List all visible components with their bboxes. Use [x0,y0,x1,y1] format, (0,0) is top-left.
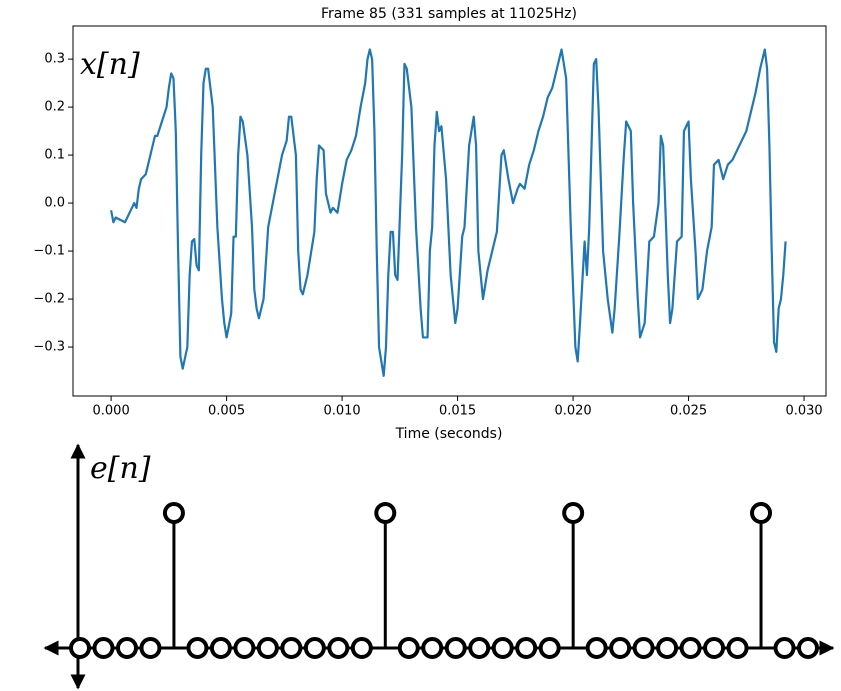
stem-marker [69,637,91,659]
y-tick-label: −0.2 [33,292,65,307]
x-tick-label: 0.010 [323,404,360,419]
x-tick-label: 0.030 [785,404,822,419]
x-tick-label: 0.020 [554,404,591,419]
stem-marker [374,502,397,524]
stem-marker [797,637,819,659]
stem-marker [585,637,608,659]
y-tick-label: −0.1 [33,244,65,259]
stem-marker [773,637,796,659]
stem-marker [656,637,679,659]
stem-marker [303,637,326,659]
stem-marker [491,637,514,659]
stem-marker [209,637,232,659]
x-tick-label: 0.025 [670,404,707,419]
stem-marker [703,637,726,659]
stem-marker [421,637,444,659]
stem-marker [515,637,538,659]
stem-marker [468,637,491,659]
stem-marker [726,637,749,659]
stem-marker [609,637,632,659]
chart-title: Frame 85 (331 samples at 11025Hz) [321,6,577,22]
signal-line [110,48,787,377]
stem-marker [750,502,773,524]
stem-marker [280,637,303,659]
y-tick-label: 0.1 [44,148,65,163]
x-tick-label: 0.000 [93,404,130,419]
stem-marker [162,502,185,524]
stem-marker [679,637,702,659]
axes-frame [72,25,827,397]
stem-marker [327,637,350,659]
stem-marker [444,637,467,659]
stem-marker [115,637,138,659]
excitation-label: e[n] [90,451,151,486]
stem-marker [186,637,209,659]
x-axis-label: Time (seconds) [395,426,503,442]
stem-marker [92,637,115,659]
y-tick-label: 0.3 [44,52,65,67]
y-tick-label: 0.0 [44,196,65,211]
x-tick-label: 0.015 [439,404,476,419]
stem-marker [397,637,420,659]
signal-label: x[n] [80,47,140,82]
stem-marker [256,637,279,659]
stem-marker [538,637,561,659]
y-tick-label: 0.2 [44,100,65,115]
stem-marker [632,637,655,659]
x-tick-label: 0.005 [208,404,245,419]
stem-marker [562,502,585,524]
y-tick-label: −0.3 [33,340,65,355]
stem-marker [350,637,373,659]
stem-marker [139,637,162,659]
stem-marker [233,637,256,659]
